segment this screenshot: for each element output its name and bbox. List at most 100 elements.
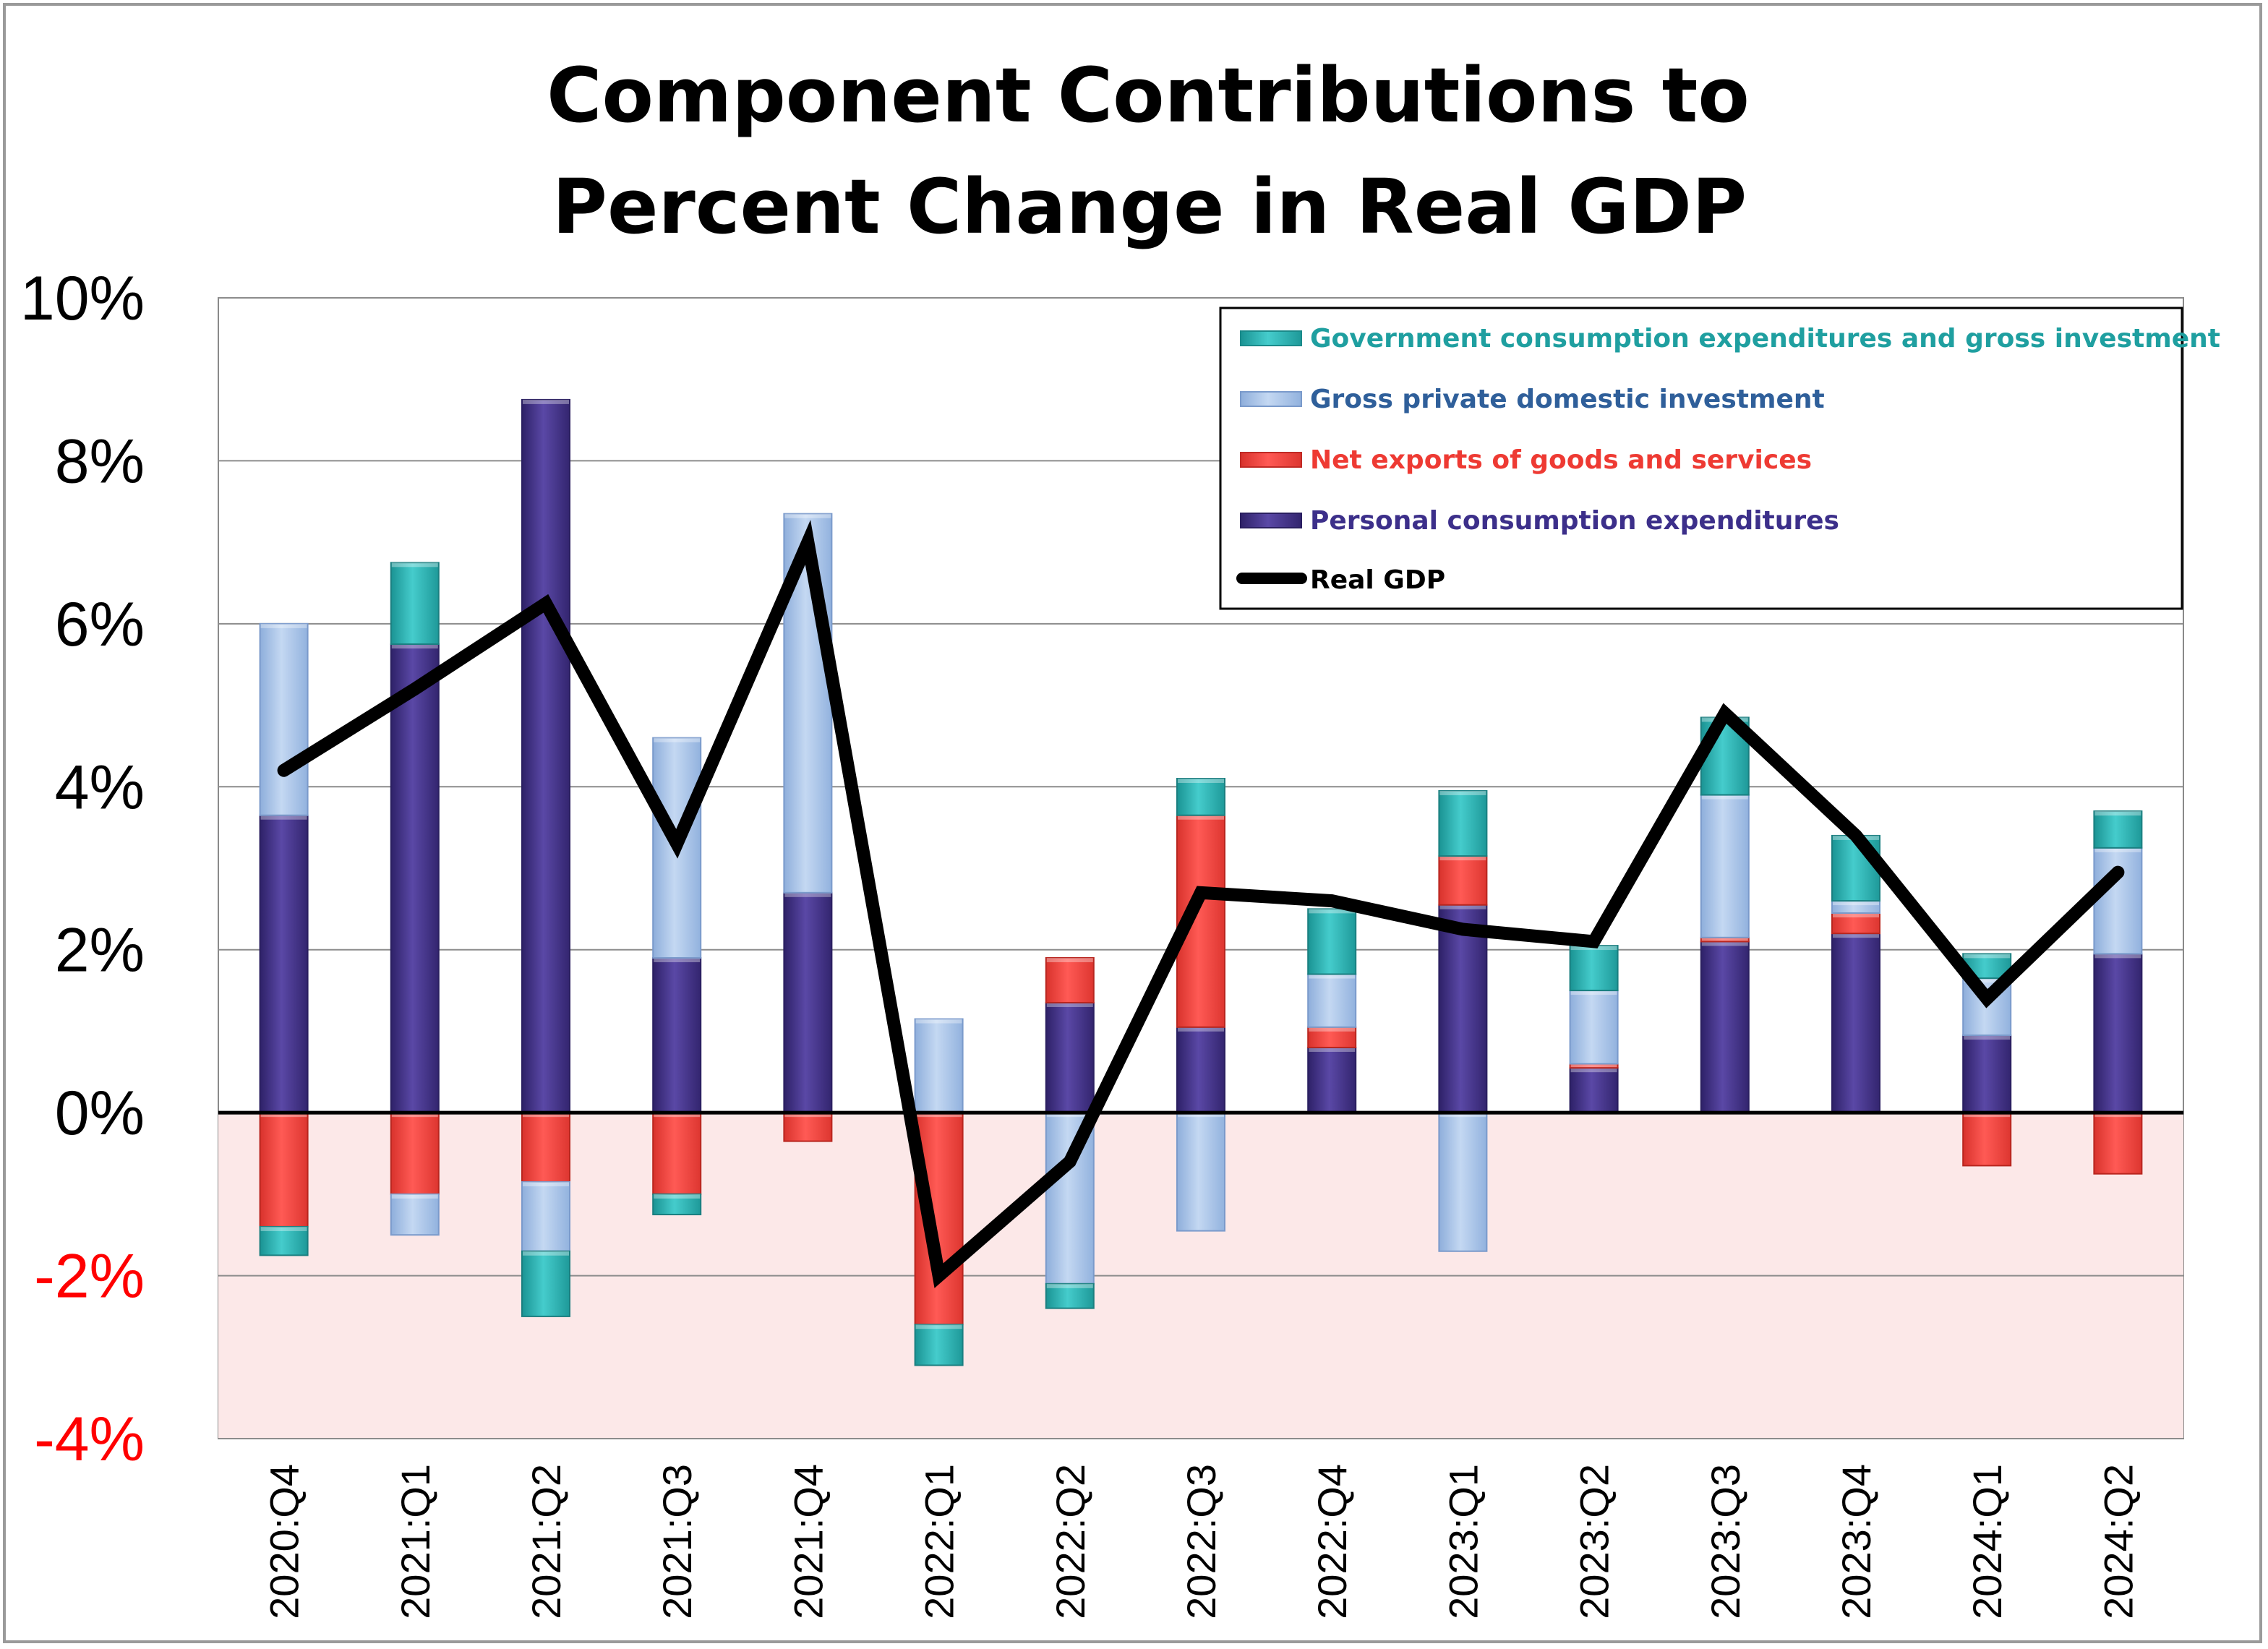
bar-segment	[2093, 810, 2143, 849]
bar-segment	[1569, 945, 1619, 992]
bar-segment	[1962, 1035, 2012, 1114]
bar-segment-highlight	[784, 1113, 831, 1118]
legend-label-net-exports: Net exports of goods and services	[1310, 445, 1812, 475]
bar-segment	[390, 643, 440, 1114]
bar-segment	[521, 1181, 570, 1252]
bar-segment-highlight	[1439, 790, 1486, 795]
bar-segment-highlight	[523, 1113, 569, 1118]
bar-segment	[1700, 794, 1750, 938]
x-tick-label: 2023:Q4	[1833, 1464, 1879, 1619]
bar-segment	[783, 1112, 833, 1142]
bar-segment	[1176, 1026, 1225, 1114]
bar-segment-highlight	[1570, 1068, 1617, 1073]
bar-segment-highlight	[2094, 1113, 2141, 1118]
bar-segment-highlight	[523, 1181, 569, 1186]
legend: Government consumption expenditures and …	[1219, 307, 2220, 610]
bar-segment-highlight	[260, 815, 307, 820]
legend-swatch-government	[1240, 330, 1302, 346]
bar-segment	[652, 1112, 702, 1195]
bar-segment	[1045, 1282, 1095, 1309]
real-gdp-line	[277, 520, 2125, 1288]
x-tick-label: 2022:Q1	[917, 1464, 962, 1619]
bar-segment	[783, 891, 833, 1114]
bar-segment	[1307, 973, 1357, 1028]
bar-segment	[914, 1324, 964, 1366]
chart-title-line-2: Percent Change in Real GDP	[552, 163, 1747, 251]
bar-segment-highlight	[1046, 957, 1093, 962]
y-tick-label: -2%	[34, 1242, 145, 1311]
legend-label-investment: Gross private domestic investment	[1310, 385, 1825, 414]
bar-segment-highlight	[1701, 937, 1748, 941]
bar-segment-highlight	[915, 1324, 962, 1329]
bar-segment	[1307, 1026, 1357, 1048]
bar-segment	[1700, 941, 1750, 1114]
bar-segment-highlight	[1701, 941, 1748, 946]
chart-title-line-1: Component Contributions to	[547, 51, 1750, 140]
bar-segment-highlight	[1701, 794, 1748, 800]
bar-segment	[1045, 956, 1095, 1003]
bar-segment-highlight	[1570, 990, 1617, 995]
legend-swatch-consumption	[1240, 513, 1302, 528]
bar-segment	[521, 398, 570, 1114]
bar-segment-highlight	[391, 644, 438, 649]
legend-swatch-net-exports	[1240, 452, 1302, 468]
bar-segment	[259, 1225, 309, 1256]
bar-segment-highlight	[915, 1019, 962, 1024]
bar-segment-highlight	[1570, 1063, 1617, 1068]
y-tick-label: 8%	[55, 427, 145, 496]
y-axis-ticks: 10% 8% 6% 4% 2% 0% -2% -4%	[20, 264, 145, 1474]
bar-segment-highlight	[1178, 1113, 1224, 1118]
bar-segment	[2093, 1112, 2143, 1175]
bar-segment-highlight	[2094, 847, 2141, 852]
bar-segment	[1831, 912, 1880, 935]
x-tick-label: 2020:Q4	[262, 1464, 307, 1619]
bar-segment	[1176, 1112, 1225, 1232]
y-tick-label: 2%	[55, 916, 145, 985]
bar-segment-highlight	[1833, 912, 1879, 917]
bar-segment-highlight	[915, 1113, 962, 1118]
bar-segment-highlight	[1178, 1027, 1224, 1032]
bar-segment-highlight	[1439, 904, 1486, 909]
bar-segment	[1307, 1046, 1357, 1114]
bar-segment-highlight	[1309, 1047, 1356, 1052]
bar-segment-highlight	[523, 399, 569, 404]
y-tick-label: 0%	[55, 1079, 145, 1148]
bar-segment	[1831, 933, 1880, 1114]
legend-label-real-gdp: Real GDP	[1310, 565, 1445, 595]
bar-segment-highlight	[391, 1113, 438, 1118]
legend-box	[1219, 307, 2183, 610]
bar-segment	[652, 956, 702, 1114]
bar-segment-highlight	[784, 892, 831, 897]
x-tick-label: 2022:Q2	[1048, 1464, 1093, 1619]
x-tick-label: 2024:Q1	[1964, 1464, 2010, 1619]
bar-segment	[259, 1112, 309, 1228]
bar-segment	[1962, 1112, 2012, 1167]
bar-segment	[652, 1193, 702, 1216]
x-tick-label: 2022:Q3	[1178, 1464, 1224, 1619]
bar-segment	[390, 1193, 440, 1236]
bar-segment-highlight	[654, 1113, 701, 1118]
bar-segment	[1438, 789, 1488, 857]
legend-swatch-investment	[1240, 391, 1302, 407]
bar-segment	[1176, 778, 1225, 816]
bar-segment	[259, 622, 309, 816]
bar-segment-highlight	[654, 957, 701, 962]
bar-segment-highlight	[391, 562, 438, 567]
bar-segment	[2093, 847, 2143, 955]
bar-segment-highlight	[1309, 1027, 1356, 1032]
bar-segment-highlight	[523, 1251, 569, 1256]
bar-segment-highlight	[1046, 1283, 1093, 1288]
x-tick-label: 2021:Q4	[785, 1464, 831, 1619]
bar-segment-highlight	[1833, 901, 1879, 906]
bar-segment	[390, 1112, 440, 1195]
y-tick-label: 10%	[20, 264, 145, 333]
y-tick-label: 4%	[55, 753, 145, 822]
bar-segment-highlight	[2094, 954, 2141, 959]
bar-segment-highlight	[784, 513, 831, 518]
x-tick-label: 2021:Q1	[393, 1464, 438, 1619]
chart-frame	[3, 3, 2262, 1643]
bar-segment	[390, 562, 440, 646]
bar-segment	[1569, 990, 1619, 1065]
x-tick-label: 2023:Q1	[1440, 1464, 1486, 1619]
